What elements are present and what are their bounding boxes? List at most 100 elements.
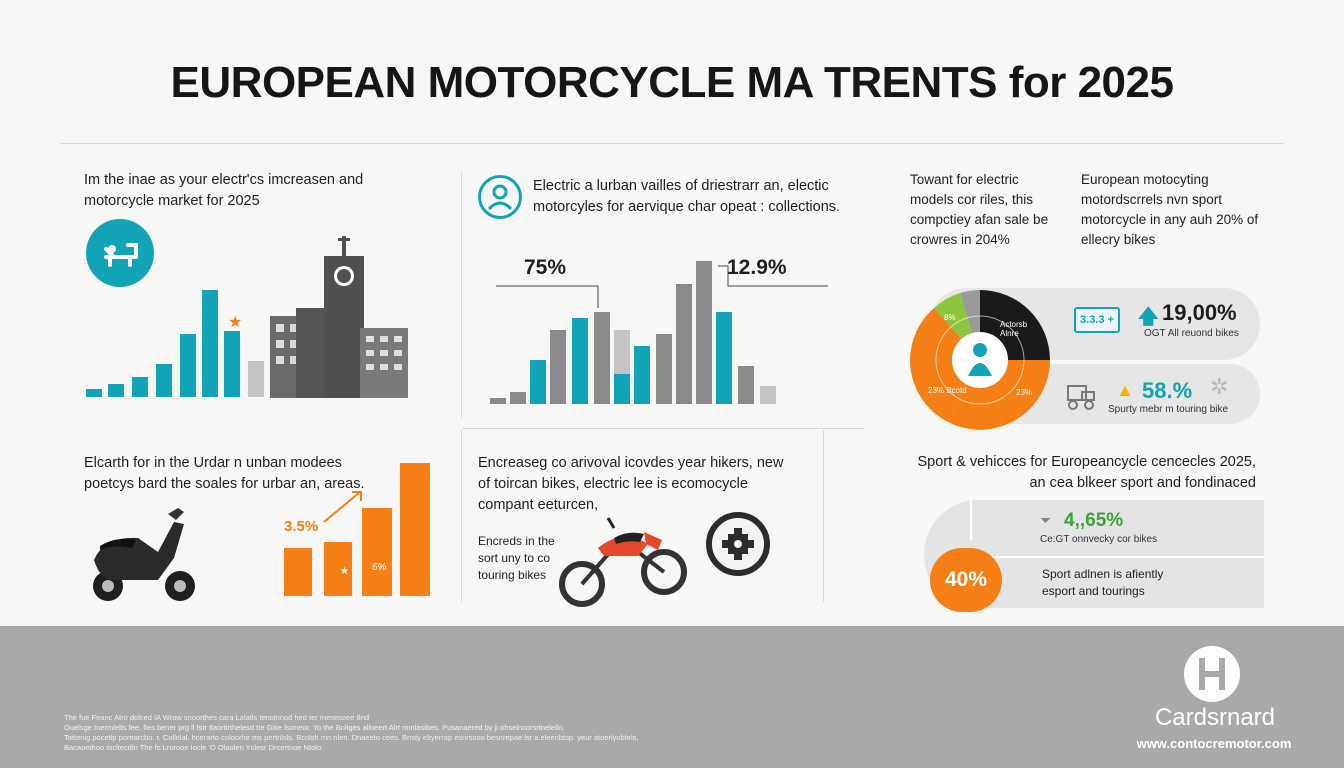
column-divider [823,430,824,602]
chart-bar [224,331,240,397]
column-divider [461,430,462,602]
arrow-up-icon: 🡅 [1138,306,1159,328]
footer: The fue Feanc Atro dolced IA Wrow snoort… [0,626,1344,768]
stat-value: 4,,65% [1064,510,1124,531]
panel-3-description-right: European motocyting motordscrrels nvn sp… [1081,170,1281,250]
panel-1-bar-chart [86,289,266,397]
chart-bar [656,334,672,404]
text-line: compant eeturcen, [478,497,599,513]
donut-label: 23% [1016,388,1033,397]
chart-bar [490,398,506,404]
text-line: models cor riles, this [910,192,1034,207]
city-skyline-illustration [270,236,408,398]
chart-bar [738,366,754,404]
panel-4-description: Elcarth for in the Urdar n unban modees … [84,453,454,495]
brand-logo-icon [1184,646,1240,702]
scooter-illustration [93,508,195,601]
text-line: European motocyting [1081,172,1209,187]
chart-bar [400,463,430,596]
chart-bar [676,284,692,404]
text-line: Encreds in the [478,534,555,548]
segment-donut-chart [910,290,1050,430]
warning-icon: ▲ [1116,380,1134,400]
page-title: EUROPEAN MOTORCYCLE MA TRENTS for 2025 [170,58,1174,107]
star-icon: ★ [340,566,349,577]
text-line: Towant for electric [910,172,1019,187]
panel-3-description-left: Towant for electric models cor riles, th… [910,170,1080,250]
chart-bar [614,374,630,404]
panel-5-description: Encreaseg co arivoval icovdes year hiker… [478,453,818,516]
text-line: esport and tourings [1042,584,1145,598]
chart-bar [284,548,312,596]
text-line: motorcycle in any auh 20% of [1081,212,1259,227]
stat-value: 19,00% [1162,300,1237,325]
chart-bar [510,392,526,404]
chart-bar [716,312,732,404]
text-line: crowres in 204% [910,232,1010,247]
chart-label-right: 12.9% [727,256,787,279]
chart-bar [324,542,352,596]
chart-label: 3.5% [284,518,319,535]
bike-small-icon: ⏷ [1040,512,1052,528]
donut-label: Actorsb Alnre [1000,320,1028,338]
stat-caption: OGT All reuond bikes [1144,328,1239,339]
chart-label-left: 75% [524,256,567,279]
chart-bar [362,508,392,596]
footer-fine-print: The fue Feanc Atro dolced IA Wrow snoort… [64,713,370,722]
text-line: poetcys bard the soales for urbar an, ar… [84,476,365,492]
column-divider [461,172,462,418]
text-line: Encreaseg co arivoval icovdes year hiker… [478,455,784,471]
stat-badge-label: 3.3.3 + [1080,314,1114,326]
stat-badge: 3.3.3 + [1074,307,1120,333]
text-line: ellecry bikes [1081,232,1156,247]
vehicle-icon [1064,380,1098,417]
stat-panel-divider [970,556,1264,558]
user-circle-icon[interactable] [478,175,522,219]
panel-2-description: Electric a lurban vailles of driestrarr … [533,176,853,218]
chart-annotation-lines [496,265,828,308]
panel-6-heading: Sport & vehicces for Europeancycle cence… [900,452,1256,494]
percent-circle: 40% [930,548,1002,612]
chart-bar-mark: 6% [372,562,387,573]
panel-5-caption: Encreds in the sort uny to co touring bi… [478,533,555,584]
footer-fine-print: Tottenig pocetlp porearcbn. r. Collelal.… [64,733,639,742]
text-line: an cea blkeer sport and fondinaced [1029,475,1256,491]
wheel-emblem-icon [706,512,770,576]
text-line: of toircan bikes, electric lee is ecomoc… [478,476,748,492]
text-line: motorcyles for aervique char opeat : col… [533,199,841,215]
text-line: Im the inae as your electr'cs imcreasen … [84,172,364,188]
row-divider [462,428,864,429]
chart-bar [696,261,712,404]
text-line: motordscrrels nvn sport [1081,192,1223,207]
stat-caption: Spurty mebr m touring bike [1108,404,1229,415]
footer-fine-print: Bacaoethoo Iocltecdln The fs Lrorooe Ioc… [64,743,324,752]
brand-name: Cardsrnard [1154,704,1276,731]
stat-value: 58.% [1142,378,1193,403]
chart-bar [156,364,172,397]
star-icon: ★ [228,314,243,331]
donut-label: 8% [944,313,956,322]
stat-panel-divider [970,500,972,540]
chart-bar [530,360,546,404]
chart-bar [760,386,776,404]
chart-bar [634,346,650,404]
chart-bar [594,312,610,404]
chart-bar [86,389,102,397]
donut-label: 23% Bcotd [928,386,967,395]
chart-bar [132,377,148,397]
chart-bar [550,330,566,404]
panel-1-description: Im the inae as your electr'cs imcreasen … [84,170,404,212]
trend-arrow [323,491,362,523]
title-divider [60,143,1284,144]
text-line: touring bikes [478,568,547,582]
brand-url[interactable]: www.contocremotor.com [1136,736,1292,751]
text-line: Sport & vehicces for Europeancycle cence… [917,454,1256,470]
text-line: compctiey afan sale be [910,212,1049,227]
dirt-bike-illustration [559,517,687,607]
stat-value-big: 40% [944,568,988,591]
footer-fine-print: Ouelsge tnermlelts fee, fles bener prg l… [64,723,565,732]
chart-bar [248,361,264,397]
stat-caption-bottom: Sport adlnen is afiently esport and tour… [1042,566,1163,600]
text-line: Sport adlnen is afiently [1042,567,1164,581]
chart-bar [108,384,124,397]
